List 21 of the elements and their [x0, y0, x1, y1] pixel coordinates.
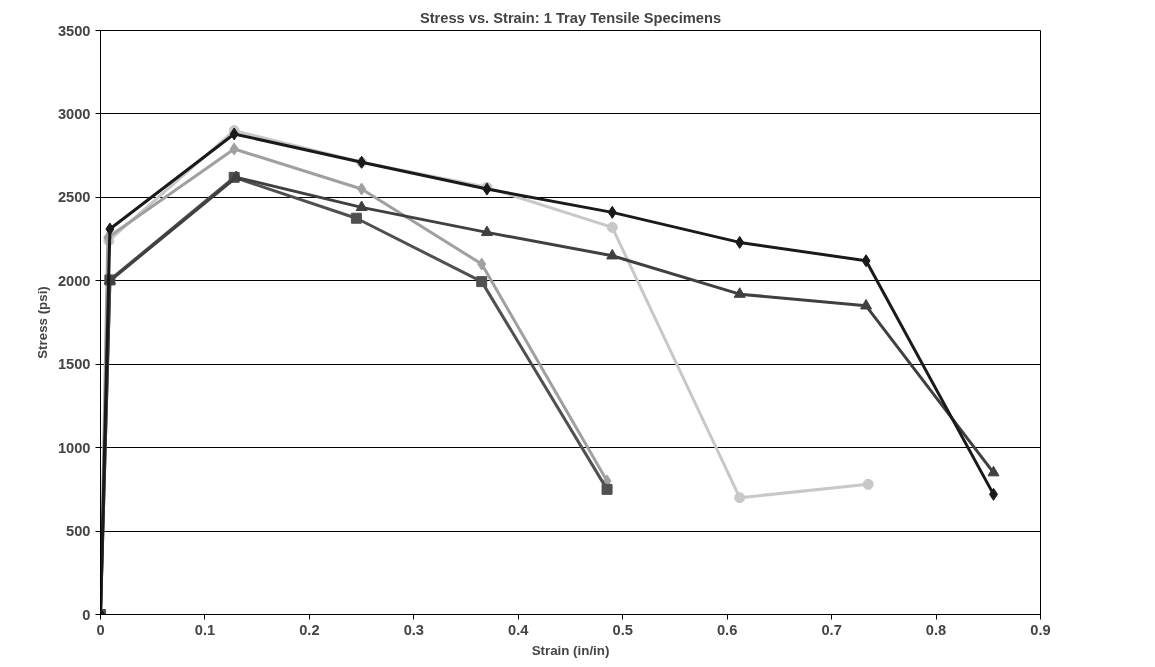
- x-tick-label: 0.3: [403, 621, 425, 638]
- chart-title: Stress vs. Strain: 1 Tray Tensile Specimens: [419, 9, 722, 26]
- y-tick-label: 1000: [57, 439, 91, 456]
- x-tick-label: 0.5: [612, 621, 633, 638]
- x-tick-label: 0.1: [194, 621, 216, 638]
- x-axis-title: Strain (in/in): [531, 642, 610, 658]
- x-tick-label: 0.4: [508, 621, 530, 638]
- x-tick-label: 0.2: [299, 621, 320, 638]
- y-tick-label: 3500: [57, 22, 91, 39]
- x-tick-label: 0.9: [1030, 621, 1051, 638]
- x-tick-label: 0.6: [716, 621, 738, 638]
- x-tick-label: 0.8: [925, 621, 947, 638]
- y-tick-label: 500: [66, 523, 91, 540]
- y-axis-title: Stress (psi): [34, 286, 50, 359]
- y-tick-label: 3000: [57, 105, 91, 122]
- y-tick-label: 1500: [57, 356, 91, 373]
- x-tick-label: 0.7: [821, 621, 842, 638]
- y-tick-label: 2000: [57, 272, 91, 289]
- y-tick-label: 0: [82, 606, 91, 623]
- x-tick-label: 0: [96, 621, 105, 638]
- y-tick-label: 2500: [57, 189, 91, 206]
